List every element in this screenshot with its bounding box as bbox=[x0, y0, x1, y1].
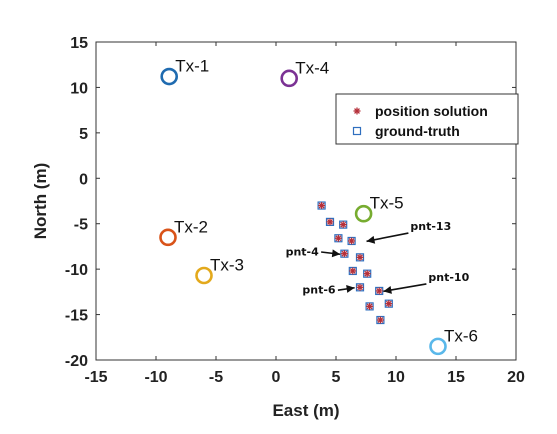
position-solution-marker bbox=[340, 250, 348, 258]
asterisk-stroke bbox=[385, 300, 392, 307]
y-tick-label: 5 bbox=[79, 126, 88, 143]
legend-position-solution-marker bbox=[353, 107, 361, 115]
asterisk-stroke bbox=[318, 202, 325, 209]
asterisk-stroke bbox=[357, 284, 363, 291]
y-tick-label: -5 bbox=[74, 217, 88, 234]
position-solution-marker bbox=[348, 237, 356, 245]
transmitter-label: Tx-4 bbox=[295, 58, 329, 77]
asterisk-stroke bbox=[354, 108, 360, 114]
data-markers bbox=[317, 201, 393, 325]
transmitter-marker bbox=[280, 69, 299, 88]
transmitters: Tx-1 Tx-4 Tx-5 Tx-2 Tx-3 Tx-6 bbox=[159, 57, 478, 356]
asterisk-stroke bbox=[366, 303, 373, 310]
position-solution-marker bbox=[376, 316, 384, 324]
asterisk-stroke bbox=[327, 218, 333, 225]
x-tick-label: 10 bbox=[387, 369, 405, 386]
asterisk-stroke bbox=[335, 235, 342, 242]
position-solution-marker bbox=[349, 267, 357, 275]
plot-area bbox=[95, 41, 517, 361]
legend-ground-truth-marker bbox=[352, 126, 362, 136]
annotation-arrow-head bbox=[366, 235, 376, 244]
x-tick-label: -10 bbox=[144, 369, 167, 386]
annotation-label: pnt-13 bbox=[410, 220, 451, 233]
position-solution-marker bbox=[375, 287, 383, 295]
y-tick-label: 15 bbox=[70, 35, 88, 52]
legend: position solution ground-truth bbox=[335, 93, 519, 145]
transmitter-marker bbox=[159, 228, 177, 247]
y-tick-label: -20 bbox=[65, 353, 88, 370]
x-tick-label: 15 bbox=[447, 369, 465, 386]
y-tick-label: 0 bbox=[79, 171, 88, 188]
asterisk-stroke bbox=[376, 288, 383, 294]
y-axis-label: North (m) bbox=[31, 163, 50, 239]
x-tick-label: 0 bbox=[272, 369, 281, 386]
transmitter-label: Tx-2 bbox=[174, 217, 208, 236]
asterisk-stroke bbox=[349, 268, 356, 274]
annotation-label: pnt-4 bbox=[286, 246, 320, 259]
x-tick-label: 5 bbox=[332, 369, 341, 386]
y-tick-label: -15 bbox=[65, 308, 88, 325]
position-solution-marker bbox=[366, 302, 374, 310]
transmitter-marker bbox=[354, 204, 373, 223]
transmitter-marker bbox=[195, 266, 213, 285]
position-solution-marker bbox=[326, 218, 334, 226]
annotation-arrow-head bbox=[346, 284, 355, 293]
position-solution-marker bbox=[334, 234, 342, 242]
transmitter-label: Tx-1 bbox=[175, 57, 209, 76]
y-tick-label: -10 bbox=[65, 262, 88, 279]
position-solution-marker bbox=[356, 283, 364, 291]
asterisk-stroke bbox=[348, 238, 355, 244]
annotation-label: pnt-6 bbox=[302, 284, 336, 297]
annotation-label: pnt-10 bbox=[428, 271, 469, 284]
transmitter-marker bbox=[429, 337, 447, 356]
position-solution-marker bbox=[318, 202, 326, 210]
position-solution-marker bbox=[356, 253, 364, 261]
asterisk-stroke bbox=[364, 270, 371, 277]
annotation-arrow-head bbox=[383, 286, 392, 294]
position-solution-marker bbox=[385, 300, 393, 308]
x-tick-label: 20 bbox=[507, 369, 525, 386]
legend-label-position-solution: position solution bbox=[375, 103, 488, 119]
annotations: pnt-13 pnt-4 pnt-6 pnt-10 bbox=[286, 220, 470, 297]
asterisk-stroke bbox=[357, 254, 363, 261]
transmitter-label: Tx-6 bbox=[444, 326, 478, 345]
x-tick-label: -15 bbox=[84, 369, 107, 386]
transmitter-marker bbox=[160, 67, 178, 86]
y-tick-label: 10 bbox=[70, 80, 88, 97]
transmitter-label: Tx-3 bbox=[210, 256, 244, 275]
transmitter-label: Tx-5 bbox=[370, 194, 404, 213]
position-solution-marker bbox=[339, 221, 347, 229]
annotation-arrow-head bbox=[331, 249, 341, 258]
asterisk-stroke bbox=[340, 221, 347, 228]
position-solution-marker bbox=[363, 270, 371, 278]
x-tick-label: -5 bbox=[209, 369, 223, 386]
legend-label-ground-truth: ground-truth bbox=[375, 123, 460, 139]
asterisk-stroke bbox=[341, 250, 348, 257]
legend-box bbox=[335, 93, 519, 145]
x-axis-label: East (m) bbox=[272, 401, 339, 420]
asterisk-stroke bbox=[377, 317, 384, 323]
